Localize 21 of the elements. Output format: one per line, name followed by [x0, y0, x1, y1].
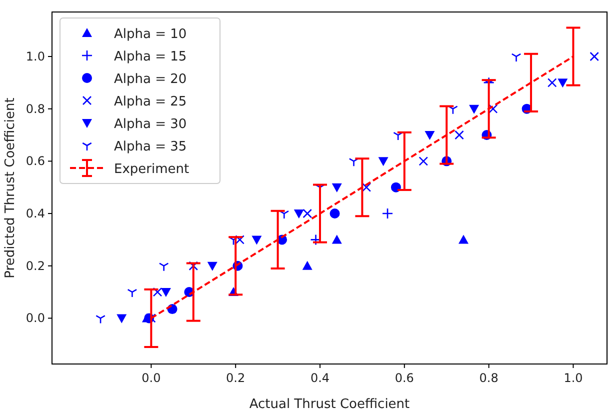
legend-label: Alpha = 35 — [114, 140, 187, 154]
x-tick-label: 1.0 — [564, 371, 583, 385]
y-tick-label: 1.0 — [26, 49, 45, 64]
legend-label: Alpha = 20 — [114, 72, 187, 87]
x-tick-label: 0.2 — [226, 371, 246, 385]
y-tick-label: 0.4 — [26, 206, 45, 221]
y-tick-label: 0.8 — [26, 102, 45, 116]
x-axis-title: Actual Thrust Coefficient — [249, 397, 410, 412]
legend-label: Alpha = 15 — [114, 50, 187, 64]
x-tick-label: 0.0 — [142, 371, 161, 385]
y-tick-label: 0.0 — [26, 311, 45, 326]
y-tick-label: 0.2 — [26, 258, 45, 273]
x-tick-label: 0.6 — [394, 371, 414, 385]
legend-label: Experiment — [114, 162, 190, 177]
y-tick-label: 0.6 — [26, 154, 45, 168]
x-tick-label: 0.8 — [479, 371, 498, 385]
x-tick-label: 0.4 — [310, 371, 330, 385]
legend-label: Alpha = 10 — [114, 27, 187, 42]
y-axis-title: Predicted Thrust Coefficient — [3, 98, 18, 278]
legend-label: Alpha = 25 — [114, 94, 187, 110]
legend-label: Alpha = 30 — [114, 117, 187, 132]
